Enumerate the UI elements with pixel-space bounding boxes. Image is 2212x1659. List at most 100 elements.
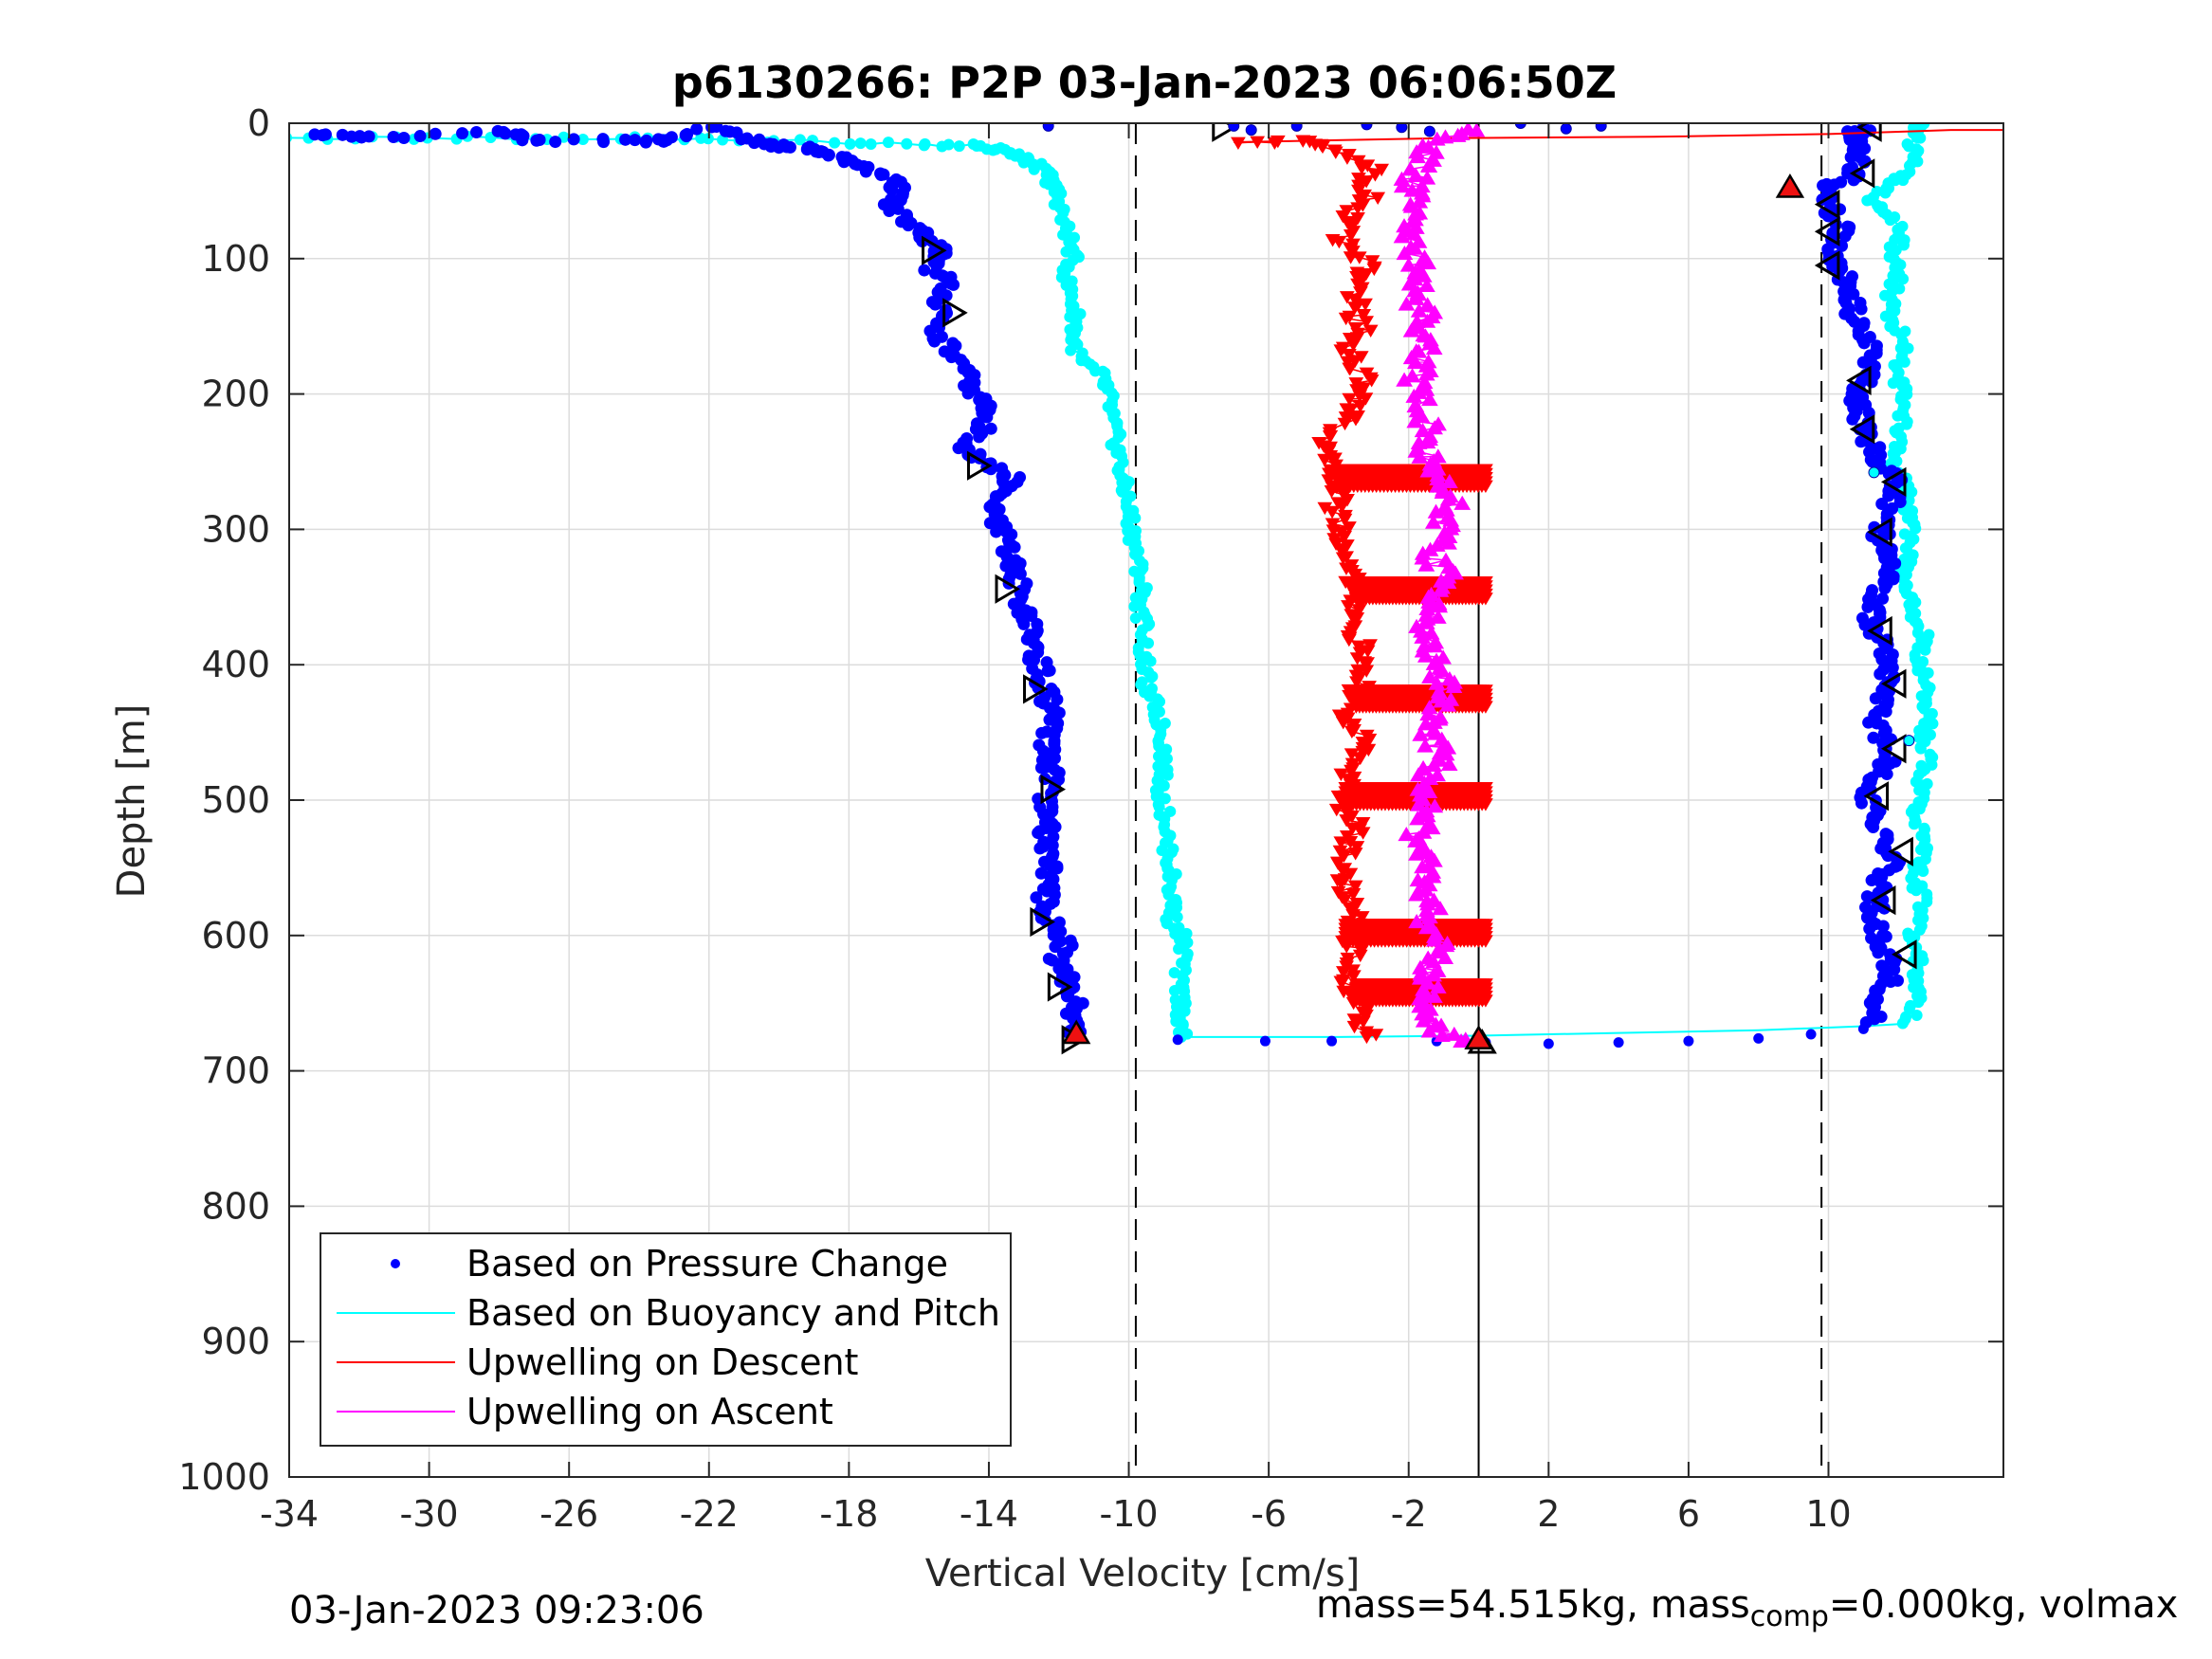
- upwelling-ascent-marker: [1445, 1026, 1463, 1041]
- upwelling-ascent-marker: [1432, 901, 1449, 916]
- upwelling-descent-marker: [1342, 392, 1358, 407]
- upwelling-ascent-marker: [1398, 296, 1416, 311]
- upwelling-descent-marker: [1344, 725, 1360, 739]
- pressure-point: [413, 130, 427, 143]
- descent-open-triangle: [922, 235, 947, 265]
- pressure-point: [665, 131, 678, 144]
- buoyancy-point: [1065, 344, 1077, 356]
- pressure-point: [353, 130, 366, 143]
- buoyancy-point: [1911, 901, 1924, 913]
- pressure-point: [1683, 1035, 1694, 1047]
- upwelling-descent-marker: [1338, 312, 1354, 326]
- pressure-point: [516, 134, 529, 147]
- y-tick-label: 300: [201, 508, 270, 550]
- upwelling-ascent-marker: [1410, 302, 1428, 318]
- upwelling-ascent-marker: [1449, 127, 1467, 142]
- legend-box: [320, 1232, 1012, 1447]
- pressure-point: [980, 410, 994, 424]
- pressure-point: [1859, 901, 1873, 914]
- upwelling-ascent-marker: [1417, 920, 1435, 935]
- pressure-point: [945, 351, 959, 364]
- descent-open-triangle: [942, 298, 968, 328]
- upwelling-descent-marker: [1335, 966, 1351, 979]
- upwelling-descent-marker: [1333, 877, 1349, 890]
- upwelling-descent-marker: [1347, 301, 1362, 315]
- footer-mass-info: mass=54.515kg, masscomp=0.000kg, volmax: [1316, 1583, 2178, 1633]
- y-tick-label: 900: [201, 1321, 270, 1362]
- ascent-open-triangle: [1880, 466, 1907, 498]
- pressure-point: [1872, 867, 1885, 881]
- x-tick-label: -26: [539, 1493, 598, 1535]
- upwelling-descent-marker: [1325, 505, 1340, 520]
- upwelling-descent-marker: [1356, 308, 1372, 322]
- pressure-point: [549, 136, 562, 149]
- buoyancy-point: [1898, 528, 1910, 540]
- upwelling-descent-marker: [1355, 827, 1371, 840]
- pressure-point: [918, 264, 931, 277]
- upwelling-descent-marker: [1333, 975, 1349, 989]
- pressure-point: [1879, 828, 1892, 841]
- pressure-point: [886, 184, 899, 197]
- y-tick-label: 500: [201, 779, 270, 821]
- y-tick-label: 800: [201, 1185, 270, 1227]
- upwelling-ascent-marker: [1440, 756, 1458, 772]
- upwelling-descent-marker: [1352, 949, 1368, 963]
- buoyancy-point: [1917, 123, 1929, 129]
- buoyancy-point: [1161, 769, 1174, 781]
- pressure-point: [1543, 1038, 1554, 1049]
- descent-open-triangle: [1047, 972, 1073, 1002]
- upwelling-ascent-marker: [1415, 267, 1433, 283]
- pressure-point: [1892, 974, 1905, 987]
- upwelling-descent-marker: [1353, 286, 1368, 300]
- x-tick-label: -14: [960, 1493, 1018, 1535]
- upwelling-descent-marker: [1337, 513, 1353, 527]
- upwelling-ascent-marker: [1418, 297, 1436, 312]
- upwelling-ascent-marker: [1411, 970, 1429, 985]
- ascent-open-triangle: [1846, 365, 1872, 395]
- upwelling-descent-marker: [1351, 251, 1367, 264]
- ascent-open-triangle: [1880, 668, 1907, 699]
- upwelling-ascent-marker: [1415, 1012, 1433, 1028]
- upwelling-descent-marker: [1270, 135, 1286, 149]
- pressure-point: [1845, 270, 1858, 283]
- footer-mass-comp: =0.000kg, volmax: [1828, 1583, 2179, 1627]
- pressure-point: [748, 137, 761, 150]
- ascent-open-triangle: [1888, 836, 1913, 866]
- pressure-point: [308, 128, 321, 141]
- upwelling-descent-band-marker: [1478, 798, 1493, 811]
- pressure-point: [1857, 317, 1871, 330]
- x-tick-label: 6: [1677, 1493, 1700, 1535]
- upwelling-ascent-marker: [1421, 392, 1438, 407]
- upwelling-ascent-marker: [1417, 716, 1435, 731]
- legend-label: Based on Pressure Change: [466, 1243, 948, 1285]
- upwelling-descent-marker: [1250, 136, 1266, 150]
- buoyancy-point: [1899, 325, 1911, 337]
- pressure-point: [1805, 1029, 1817, 1040]
- buoyancy-point: [794, 134, 806, 146]
- legend-label: Based on Buoyancy and Pitch: [466, 1292, 1000, 1334]
- pressure-point: [1875, 959, 1889, 973]
- upwelling-descent-marker: [1341, 600, 1356, 613]
- upwelling-descent-marker: [1327, 452, 1343, 465]
- buoyancy-point: [1915, 759, 1928, 772]
- pressure-point: [1172, 1034, 1183, 1046]
- pressure-point: [1326, 1035, 1338, 1047]
- pressure-point: [1032, 827, 1045, 840]
- buoyancy-point: [901, 137, 913, 150]
- pressure-point: [928, 335, 941, 348]
- buoyancy-point: [844, 137, 856, 150]
- upwelling-descent-band-marker: [1478, 701, 1493, 714]
- ticks: [288, 122, 2003, 1478]
- upwelling-ascent-marker: [1425, 967, 1442, 982]
- pressure-point: [780, 140, 794, 154]
- pressure-point: [874, 169, 887, 182]
- upwelling-descent-marker: [1341, 633, 1357, 647]
- pressure-point: [567, 133, 580, 146]
- upwelling-ascent-marker: [1427, 503, 1445, 519]
- upwelling-ascent-marker: [1417, 556, 1435, 572]
- upwelling-ascent-marker: [1414, 859, 1431, 874]
- upwelling-ascent-marker: [1410, 796, 1427, 811]
- legend-label: Upwelling on Ascent: [466, 1391, 833, 1432]
- pressure-point: [1874, 441, 1887, 454]
- upwelling-ascent-marker: [1420, 783, 1438, 799]
